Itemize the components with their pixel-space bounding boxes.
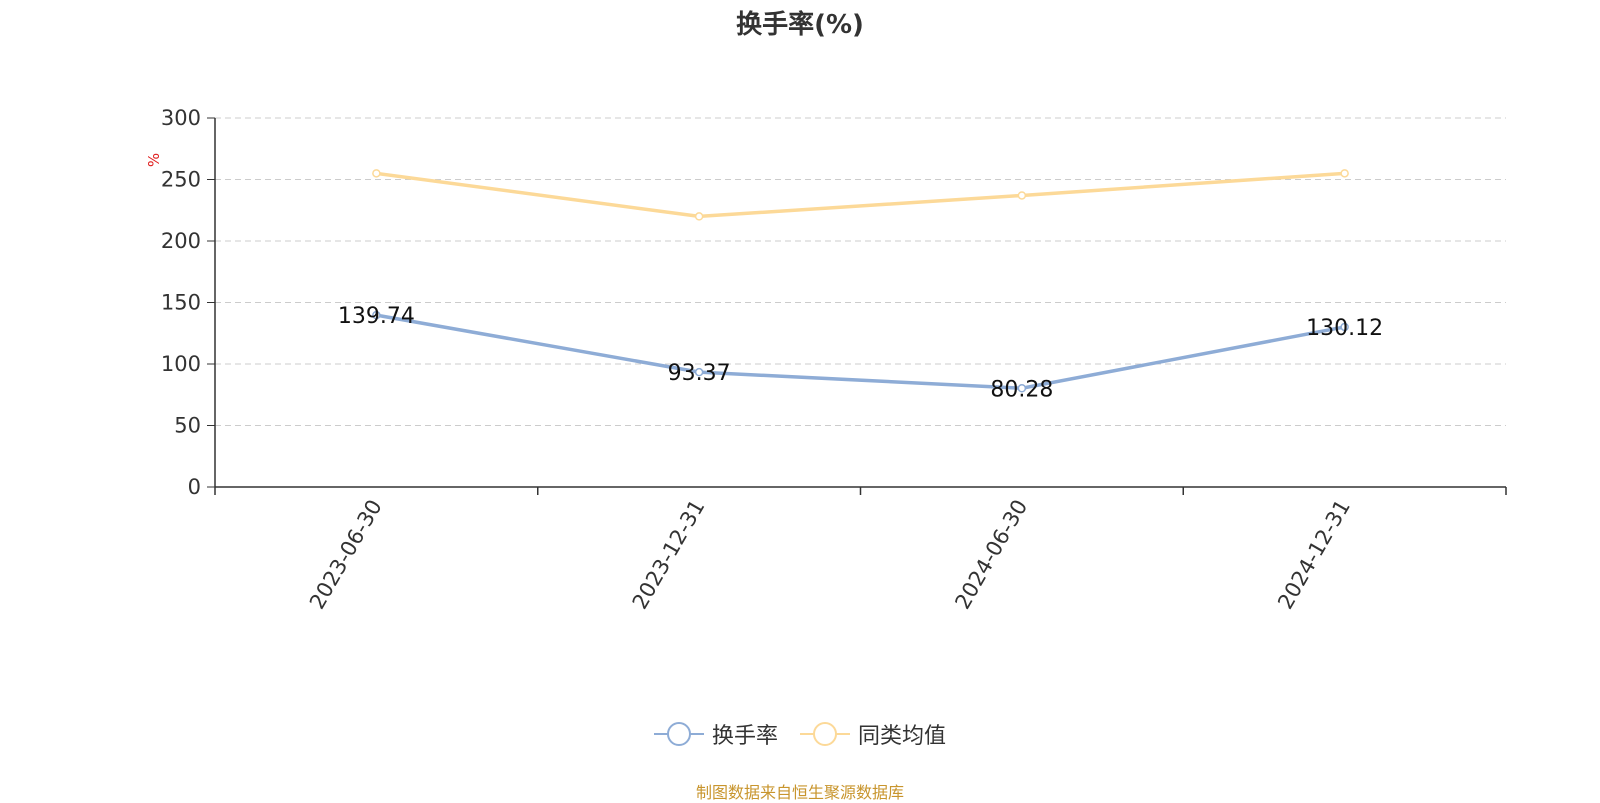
data-label-0-0: 139.74 — [338, 304, 415, 329]
data-label-0-3: 130.12 — [1306, 316, 1383, 341]
series-0-point-0 — [372, 310, 381, 320]
series-0-point-3 — [1340, 322, 1349, 332]
series-1-point-2 — [1017, 191, 1027, 200]
y-tick-label-300: 300 — [161, 106, 201, 130]
data-source-note: 制图数据来自恒生聚源数据库 — [695, 783, 904, 802]
legend-swatch-turnover-icon — [653, 720, 704, 748]
y-tick-label-200: 200 — [161, 229, 201, 253]
legend-swatch-peer-average-icon — [800, 720, 850, 748]
series-line-0 — [376, 313, 1345, 391]
legend-item-turnover[interactable]: 换手率 — [653, 718, 778, 750]
series-0-point-1 — [694, 367, 704, 377]
data-label-0-2: 80.28 — [990, 377, 1053, 402]
legend: 换手率 同类均值 — [0, 718, 1600, 750]
y-tick-label-100: 100 — [161, 352, 201, 376]
y-tick-label-150: 150 — [161, 291, 201, 315]
data-labels: 139.74 93.37 80.28 130.12 — [338, 304, 1383, 402]
chart-title: 换手率(%) — [736, 10, 864, 40]
series-1-point-1 — [694, 212, 704, 221]
legend-label-peer-average: 同类均值 — [858, 724, 947, 749]
y-tick-label-50: 50 — [174, 414, 201, 438]
series — [372, 169, 1349, 393]
data-label-0-1: 93.37 — [668, 361, 731, 386]
x-tick-label-2024-12-31: 2024-12-31 — [1273, 496, 1355, 614]
series-0-point-2 — [1017, 384, 1027, 393]
y-axis-unit-label: % — [145, 153, 163, 167]
y-tick-label-250: 250 — [161, 168, 201, 192]
legend-item-peer-average[interactable]: 同类均值 — [800, 718, 946, 750]
series-line-1 — [376, 171, 1345, 219]
x-tick-label-2023-06-30: 2023-06-30 — [305, 496, 387, 614]
axes: 0 50 100 150 200 250 300 2023-06-30 2023-12-31 20… — [161, 106, 1507, 614]
x-tick-label-2024-06-30: 2024-06-30 — [950, 496, 1032, 614]
series-1-point-0 — [372, 169, 381, 178]
x-tick-label-2023-12-31: 2023-12-31 — [628, 496, 710, 614]
grid-lines — [215, 117, 1506, 426]
y-tick-label-0: 0 — [188, 475, 201, 499]
legend-label-turnover: 换手率 — [711, 724, 778, 749]
series-1-point-3 — [1340, 169, 1349, 178]
